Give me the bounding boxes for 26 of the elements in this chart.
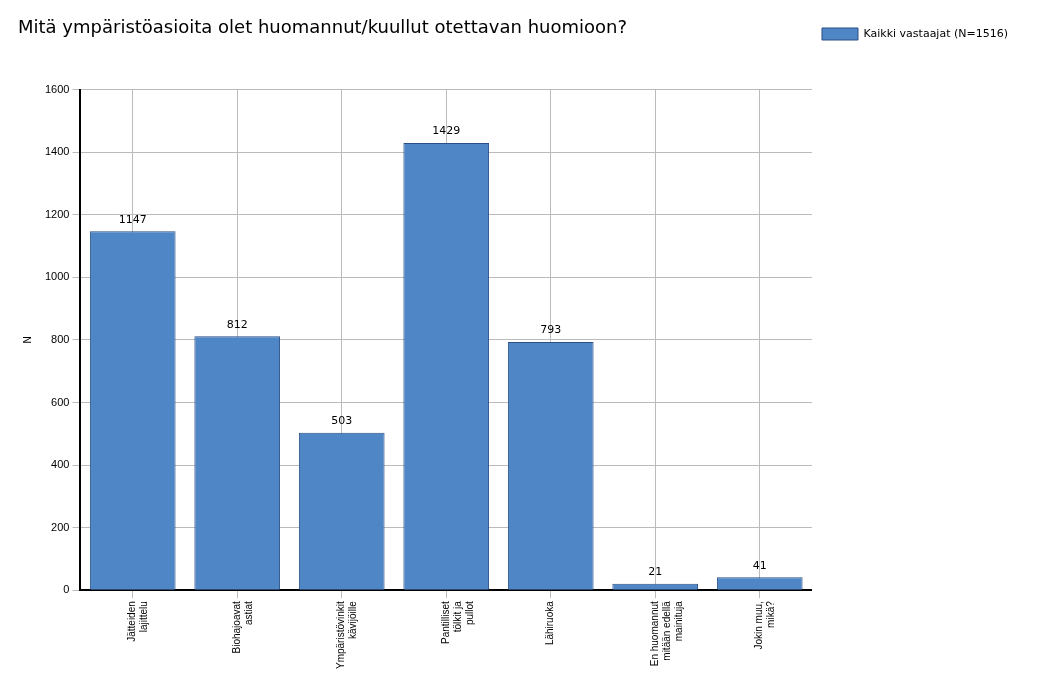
data-label: 812 [226, 317, 248, 331]
y-tick-label: 800 [51, 332, 70, 345]
y-tick-label: 400 [51, 458, 70, 471]
x-tick-label: Jätteiden lajittelu [126, 601, 150, 642]
y-tick-label: 0 [63, 583, 70, 596]
data-label: 1147 [118, 212, 147, 226]
data-label: 1429 [432, 124, 461, 138]
y-tick-label: 1200 [44, 207, 70, 220]
y-tick-label: 1400 [44, 145, 70, 158]
y-tick-label: 600 [51, 395, 70, 408]
x-tick-label: Ympäristövinkit kävijöille [335, 600, 359, 670]
data-label: 503 [331, 414, 353, 428]
y-tick-label: 200 [51, 520, 70, 533]
x-tick-label: Pantilliset tölkit ja pullot [439, 600, 475, 645]
x-tick-label: Jokin muu, mikä? [753, 600, 777, 650]
legend-label: Kaikki vastaajat (N=1516) [863, 26, 1008, 40]
y-axis-title: N [21, 336, 33, 344]
data-label: 793 [540, 323, 562, 337]
data-label: 21 [648, 564, 663, 578]
x-tick-label: En huomannut mitään edellä mainituja [648, 600, 684, 667]
chart-title: Mitä ympäristöasioita olet huomannut/kuullut otettavan huomioon? [18, 16, 628, 38]
x-tick-label: Lähiruoka [544, 600, 556, 646]
data-label: 41 [752, 558, 767, 572]
x-tick-label: Biohajoavat astiat [230, 600, 254, 654]
y-tick-label: 1000 [44, 270, 70, 283]
y-tick-label: 1600 [44, 82, 70, 95]
